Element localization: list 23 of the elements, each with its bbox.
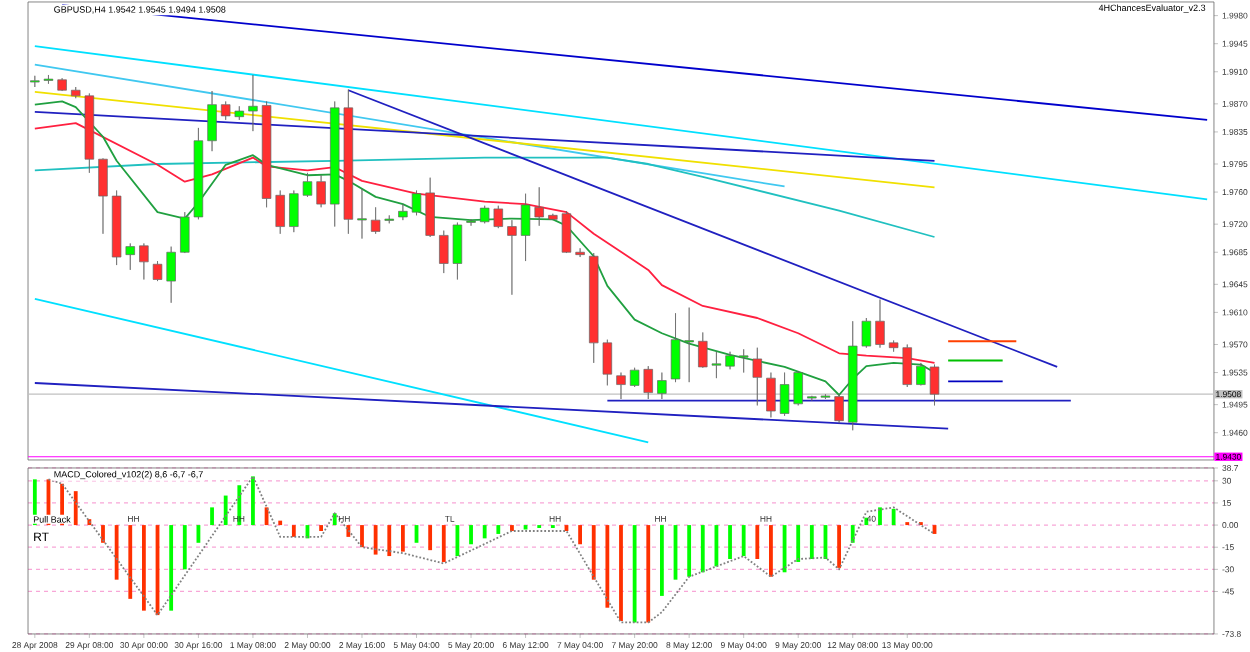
line-series [33,156,936,238]
candlestick [616,372,626,400]
candlestick [738,348,749,373]
candlestick [248,74,258,132]
candlestick [725,351,735,370]
candlestick [916,362,926,386]
candlestick [139,243,149,280]
candlestick [766,372,776,418]
candlestick [834,393,844,424]
candlestick [57,77,67,92]
candlestick [507,219,517,296]
candlestick [98,158,108,235]
line-series [33,100,936,396]
candlestick [929,364,940,406]
candlestick [316,174,326,208]
candlestick [357,188,367,239]
candlestick [398,203,408,221]
candlestick [875,299,885,349]
line-series [33,122,936,364]
candlestick [466,219,476,227]
candlestick [657,372,667,400]
candlestick [752,347,763,406]
candlestick [207,90,217,152]
